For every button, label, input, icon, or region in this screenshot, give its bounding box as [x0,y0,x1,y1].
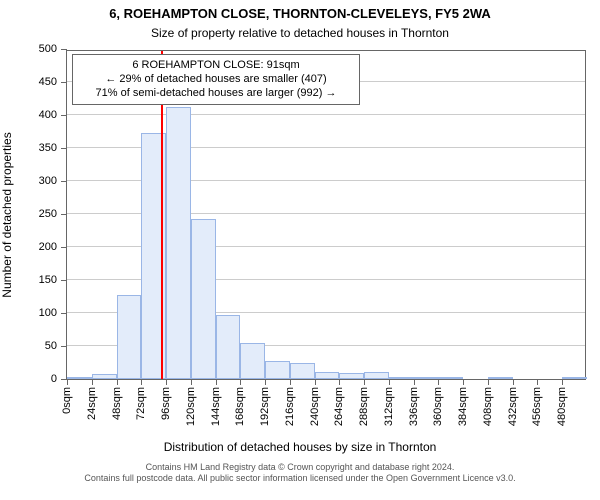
histogram-bar [117,295,142,379]
x-tick-label: 456sqm [531,387,543,426]
x-tick-label: 480sqm [556,387,568,426]
attribution-text: Contains HM Land Registry data © Crown c… [0,462,600,485]
x-tick-label: 144sqm [210,387,222,426]
x-tick-label: 240sqm [309,387,321,426]
x-tick-label: 360sqm [432,387,444,426]
y-tick-label: 50 [45,340,57,352]
histogram-bar [191,219,216,379]
x-tick-label: 120sqm [185,387,197,426]
x-tick-label: 336sqm [408,387,420,426]
histogram-bar [290,363,315,379]
histogram-bar [414,377,439,379]
chart-subtitle: Size of property relative to detached ho… [0,26,600,40]
histogram-bar [339,373,364,379]
histogram-bar [265,361,290,379]
y-tick-label: 350 [39,142,57,154]
x-tick-label: 312sqm [383,387,395,426]
y-axis-label: Number of detached properties [0,132,14,297]
x-tick-label: 216sqm [284,387,296,426]
histogram-bar [216,315,241,379]
x-tick-label: 264sqm [333,387,345,426]
histogram-bar [438,377,463,379]
x-tick-label: 168sqm [234,387,246,426]
histogram-bar [67,377,92,379]
annotation-line-3: 71% of semi-detached houses are larger (… [81,87,351,101]
x-axis-label: Distribution of detached houses by size … [0,440,600,454]
y-tick-label: 300 [39,175,57,187]
x-tick-label: 0sqm [61,387,73,414]
histogram-bar [92,374,117,379]
annotation-line-2: ← 29% of detached houses are smaller (40… [81,73,351,87]
annotation-box: 6 ROEHAMPTON CLOSE: 91sqm← 29% of detach… [72,54,360,105]
y-tick-label: 0 [51,373,57,385]
histogram-bar [166,107,191,379]
annotation-line-1: 6 ROEHAMPTON CLOSE: 91sqm [81,59,351,73]
histogram-bar [364,372,389,379]
x-tick-label: 24sqm [86,387,98,420]
x-tick-label: 432sqm [507,387,519,426]
x-tick-label: 72sqm [135,387,147,420]
x-tick-label: 192sqm [259,387,271,426]
chart-title: 6, ROEHAMPTON CLOSE, THORNTON-CLEVELEYS,… [0,6,600,21]
histogram-bar [562,377,587,379]
x-tick-label: 48sqm [111,387,123,420]
x-tick-label: 288sqm [358,387,370,426]
histogram-bar [315,372,340,379]
histogram-bar [240,343,265,379]
y-tick-label: 250 [39,208,57,220]
y-tick-label: 500 [39,43,57,55]
x-tick-label: 384sqm [457,387,469,426]
y-tick-label: 100 [39,307,57,319]
histogram-chart: 6, ROEHAMPTON CLOSE, THORNTON-CLEVELEYS,… [0,0,600,500]
y-tick-label: 450 [39,76,57,88]
histogram-bar [389,377,414,379]
x-tick-label: 96sqm [160,387,172,420]
y-tick-label: 400 [39,109,57,121]
gridline [67,114,585,115]
y-tick-label: 150 [39,274,57,286]
y-tick-label: 200 [39,241,57,253]
attribution-line-2: Contains full postcode data. All public … [0,473,600,484]
histogram-bar [488,377,513,379]
attribution-line-1: Contains HM Land Registry data © Crown c… [0,462,600,473]
x-tick-label: 408sqm [482,387,494,426]
